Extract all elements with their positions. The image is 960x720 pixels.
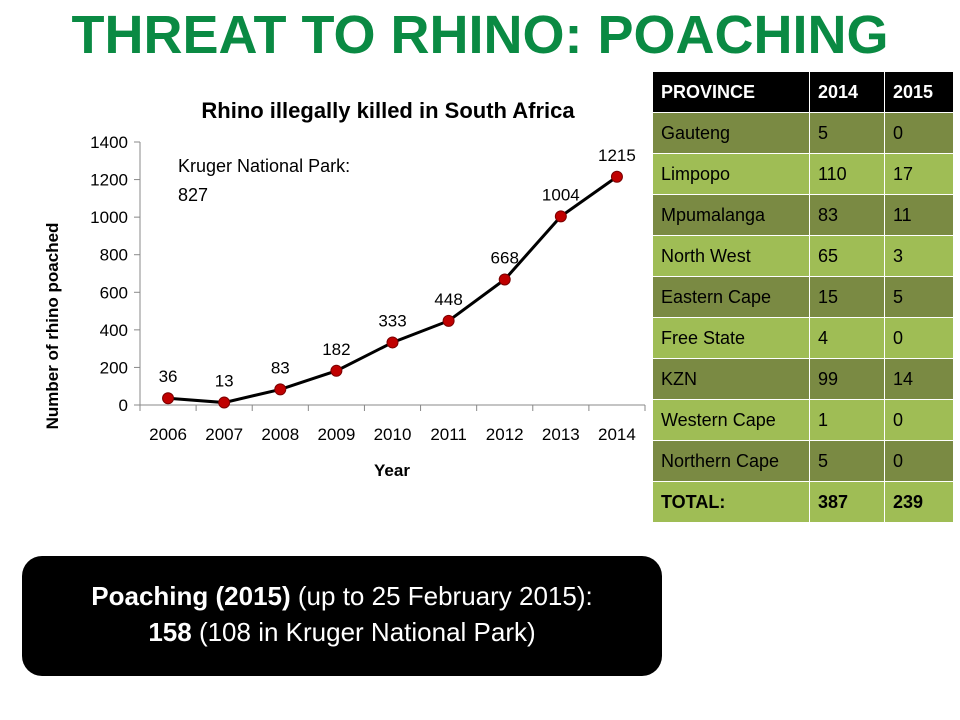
data-label: 182 — [322, 340, 350, 359]
data-label: 448 — [434, 290, 462, 309]
value-2014-cell: 5 — [809, 112, 885, 154]
province-cell: Limpopo — [652, 153, 810, 195]
value-2015-cell: 17 — [884, 153, 954, 195]
data-point — [442, 314, 455, 327]
table-row: KZN 99 14 — [652, 358, 954, 400]
province-cell: North West — [652, 235, 810, 277]
y-tick-label: 1400 — [90, 133, 128, 152]
poaching-year-label: Poaching (2015) — [91, 581, 291, 611]
data-label: 1004 — [542, 185, 580, 204]
data-label: 36 — [159, 367, 178, 386]
province-table: PROVINCE 2014 2015 Gauteng 5 0 Limpopo 110 1… — [652, 71, 954, 523]
value-2015-cell: 0 — [884, 112, 954, 154]
data-label: 333 — [378, 311, 406, 330]
total-2015-cell: 239 — [884, 481, 954, 523]
table-row: Eastern Cape 15 5 — [652, 276, 954, 318]
poaching-count: 158 — [148, 617, 192, 647]
value-2015-cell: 0 — [884, 440, 954, 482]
data-point — [554, 210, 567, 223]
value-2014-cell: 15 — [809, 276, 885, 318]
table-row: Gauteng 5 0 — [652, 112, 954, 154]
poaching-kruger-note: (108 in Kruger National Park) — [191, 617, 536, 647]
value-2015-cell: 3 — [884, 235, 954, 277]
x-tick-label: 2006 — [149, 425, 187, 444]
plot-area: 0 200 400 600 800 1000 1200 1400 2006 2007 2008 200… — [90, 133, 646, 444]
x-tick-label: 2010 — [374, 425, 412, 444]
table-row: Limpopo 110 17 — [652, 153, 954, 195]
y-tick-label: 1000 — [90, 208, 128, 227]
value-2014-cell: 83 — [809, 194, 885, 236]
total-label-cell: TOTAL: — [652, 481, 810, 523]
data-point — [218, 396, 231, 409]
data-point — [330, 364, 343, 377]
x-tick-label: 2013 — [542, 425, 580, 444]
series-line — [167, 175, 618, 405]
poaching-line-1: Poaching (2015) (up to 25 February 2015)… — [22, 578, 662, 614]
poaching-date-range: (up to 25 February 2015): — [290, 581, 593, 611]
header-2015: 2015 — [884, 71, 954, 113]
chart-annotation-line1: Kruger National Park: — [178, 156, 350, 176]
province-cell: Eastern Cape — [652, 276, 810, 318]
value-2015-cell: 11 — [884, 194, 954, 236]
table-row: Western Cape 1 0 — [652, 399, 954, 441]
value-2014-cell: 4 — [809, 317, 885, 359]
value-2014-cell: 110 — [809, 153, 885, 195]
value-2014-cell: 65 — [809, 235, 885, 277]
value-2015-cell: 0 — [884, 317, 954, 359]
x-tick-label: 2011 — [430, 425, 467, 444]
y-tick-label: 800 — [100, 246, 128, 265]
x-tick-label: 2009 — [317, 425, 355, 444]
y-tick-label: 600 — [100, 283, 128, 302]
line-chart: Rhino illegally killed in South Africa K… — [43, 98, 646, 480]
value-2014-cell: 5 — [809, 440, 885, 482]
x-tick-label: 2008 — [261, 425, 299, 444]
y-tick-label: 0 — [119, 396, 128, 415]
poaching-summary-box: Poaching (2015) (up to 25 February 2015)… — [22, 556, 662, 676]
data-point — [498, 273, 511, 286]
value-2015-cell: 14 — [884, 358, 954, 400]
page-title: THREAT TO RHINO: POACHING — [71, 5, 889, 65]
table-row: North West 65 3 — [652, 235, 954, 277]
data-point — [162, 392, 175, 405]
y-tick-label: 200 — [100, 358, 128, 377]
x-tick-label: 2014 — [598, 425, 636, 444]
table-row: Free State 4 0 — [652, 317, 954, 359]
value-2014-cell: 99 — [809, 358, 885, 400]
x-tick-label: 2007 — [205, 425, 243, 444]
x-tick-label: 2012 — [486, 425, 524, 444]
chart-title: Rhino illegally killed in South Africa — [201, 98, 575, 123]
province-cell: Western Cape — [652, 399, 810, 441]
data-label: 668 — [491, 249, 519, 268]
header-province: PROVINCE — [652, 71, 810, 113]
table-header-row: PROVINCE 2014 2015 — [652, 71, 954, 113]
y-tick-label: 1200 — [90, 171, 128, 190]
value-2014-cell: 1 — [809, 399, 885, 441]
y-tick-label: 400 — [100, 321, 128, 340]
province-cell: Northern Cape — [652, 440, 810, 482]
value-2015-cell: 0 — [884, 399, 954, 441]
table-total-row: TOTAL: 387 239 — [652, 481, 954, 523]
table-row: Mpumalanga 83 11 — [652, 194, 954, 236]
y-axis-label: Number of rhino poached — [43, 223, 62, 430]
chart-annotation-line2: 827 — [178, 185, 208, 205]
data-label: 13 — [215, 372, 234, 391]
header-2014: 2014 — [809, 71, 885, 113]
value-2015-cell: 5 — [884, 276, 954, 318]
total-2014-cell: 387 — [809, 481, 885, 523]
province-cell: Gauteng — [652, 112, 810, 154]
data-label: 83 — [271, 358, 290, 377]
poaching-line-2: 158 (108 in Kruger National Park) — [22, 614, 662, 650]
table-row: Northern Cape 5 0 — [652, 440, 954, 482]
x-axis-label: Year — [374, 461, 410, 480]
data-label: 1215 — [598, 146, 636, 165]
province-cell: Mpumalanga — [652, 194, 810, 236]
province-cell: KZN — [652, 358, 810, 400]
data-point — [610, 170, 623, 183]
data-point — [274, 383, 287, 396]
province-cell: Free State — [652, 317, 810, 359]
data-point — [386, 336, 399, 349]
